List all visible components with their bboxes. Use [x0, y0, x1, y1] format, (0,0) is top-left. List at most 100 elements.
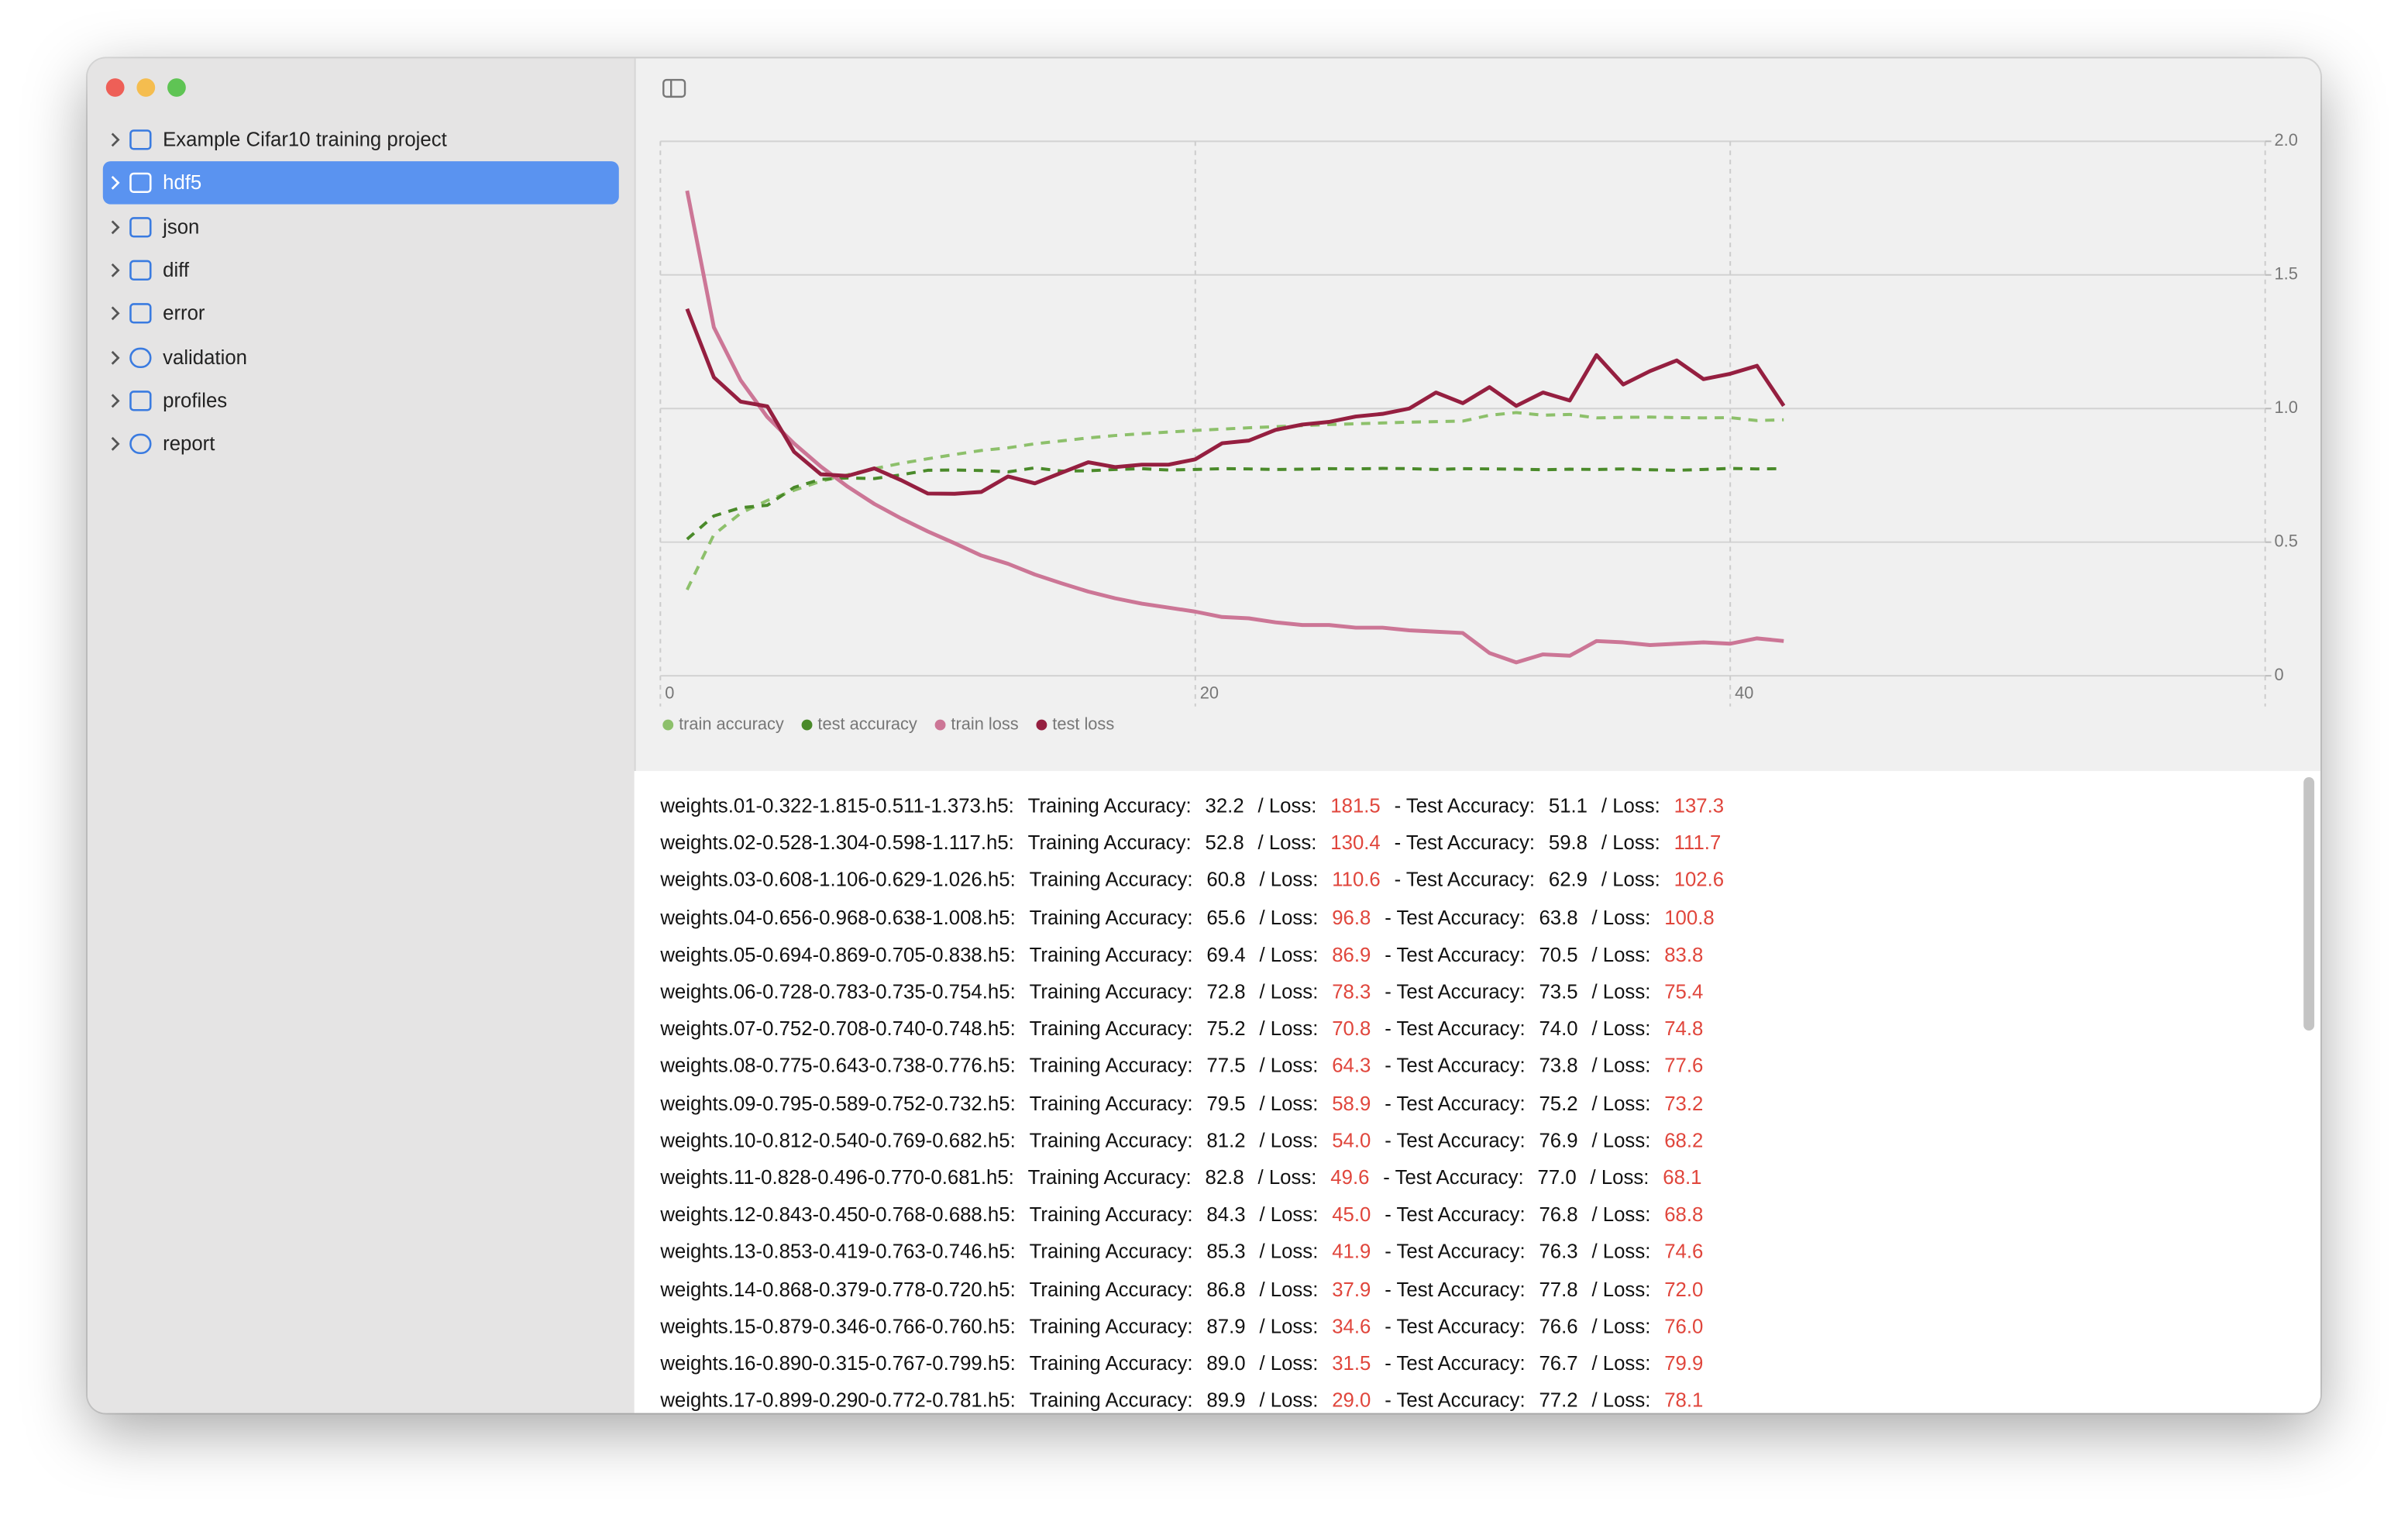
legend-label: train accuracy	[679, 714, 784, 733]
row-field: / Loss:	[1259, 1389, 1319, 1412]
x-tick-label: 20	[1200, 683, 1219, 703]
row-field: - Test Accuracy:	[1394, 793, 1536, 817]
row-field: 110.6	[1332, 868, 1381, 892]
sidebar-item[interactable]: profiles	[103, 379, 619, 422]
sidebar-item[interactable]: report	[103, 422, 619, 465]
row-field: - Test Accuracy:	[1385, 1314, 1526, 1338]
row-field: / Loss:	[1259, 868, 1319, 892]
sidebar: Example Cifar10 training project hdf5 json…	[87, 58, 636, 1413]
row-field: 37.9	[1332, 1277, 1371, 1301]
row-field: 77.8	[1539, 1277, 1578, 1301]
icon-shape	[129, 173, 152, 194]
row-field: / Loss:	[1259, 1277, 1319, 1301]
sidebar-toggle[interactable]	[662, 78, 686, 98]
row-field: / Loss:	[1601, 868, 1660, 892]
sidebar-item[interactable]: hdf5	[102, 161, 619, 205]
row-field: / Loss:	[1257, 1165, 1317, 1189]
row-field: / Loss:	[1259, 1314, 1319, 1338]
sidebar-item[interactable]: diff	[103, 249, 619, 291]
row-field: weights.01-0.322-1.815-0.511-1.373.h5:	[660, 793, 1014, 817]
row-field: / Loss:	[1259, 1017, 1319, 1041]
item-icon	[111, 260, 152, 280]
row-field: / Loss:	[1591, 1054, 1651, 1078]
row-field: Training Accuracy:	[1029, 942, 1193, 966]
row-field: / Loss:	[1591, 942, 1651, 966]
row-field: / Loss:	[1591, 1240, 1651, 1264]
sidebar-item[interactable]: error	[103, 292, 619, 335]
x-tick-label: 0	[665, 683, 674, 703]
series-line	[685, 190, 1784, 665]
row-field: 69.4	[1206, 942, 1246, 966]
row-field: 72.0	[1664, 1277, 1704, 1301]
row-field: / Loss:	[1259, 942, 1319, 966]
row-field: Training Accuracy:	[1029, 905, 1193, 929]
row-field: 29.0	[1332, 1389, 1371, 1412]
row-field: - Test Accuracy:	[1394, 831, 1536, 855]
result-row: weights.03-0.608-1.106-0.629-1.026.h5: Tr…	[660, 869, 1738, 892]
scrollbar[interactable]	[2303, 776, 2315, 1031]
row-field: 73.8	[1539, 1054, 1578, 1078]
result-row: weights.07-0.752-0.708-0.740-0.748.h5: Tr…	[660, 1017, 1717, 1041]
row-field: weights.07-0.752-0.708-0.740-0.748.h5:	[660, 1017, 1016, 1041]
result-row: weights.05-0.694-0.869-0.705-0.838.h5: Tr…	[660, 943, 1717, 966]
legend-label: test loss	[1052, 714, 1114, 733]
row-field: Training Accuracy:	[1029, 1389, 1193, 1412]
series-line	[686, 411, 1784, 590]
result-row: weights.16-0.890-0.315-0.767-0.799.h5: Tr…	[660, 1351, 1717, 1375]
row-field: weights.08-0.775-0.643-0.738-0.776.h5:	[660, 1054, 1016, 1078]
item-icon	[111, 433, 152, 455]
row-field: / Loss:	[1257, 793, 1317, 817]
minimize-button[interactable]	[136, 78, 156, 97]
row-field: Training Accuracy:	[1029, 1277, 1193, 1301]
row-field: Training Accuracy:	[1029, 1091, 1193, 1115]
row-field: 77.5	[1206, 1054, 1246, 1078]
item-label: json	[163, 214, 200, 238]
row-field: 41.9	[1332, 1240, 1371, 1264]
row-field: 181.5	[1330, 793, 1381, 817]
sidebar-item[interactable]: Example Cifar10 training project	[103, 119, 619, 161]
row-field: 60.8	[1206, 868, 1246, 892]
row-field: / Loss:	[1591, 1203, 1651, 1227]
row-field: 77.0	[1537, 1165, 1577, 1189]
icon-shape	[129, 303, 152, 324]
row-field: weights.17-0.899-0.290-0.772-0.781.h5:	[660, 1389, 1016, 1412]
row-field: weights.13-0.853-0.419-0.763-0.746.h5:	[660, 1240, 1016, 1264]
x-tick-label: 40	[1735, 683, 1753, 703]
row-field: / Loss:	[1259, 1128, 1319, 1152]
sidebar-item[interactable]: json	[103, 205, 619, 248]
row-field: Training Accuracy:	[1029, 1128, 1193, 1152]
item-label: hdf5	[163, 170, 202, 194]
row-field: 74.0	[1539, 1017, 1578, 1041]
row-field: 63.8	[1539, 905, 1578, 929]
item-icon	[111, 129, 152, 150]
result-row: weights.06-0.728-0.783-0.735-0.754.h5: Tr…	[660, 980, 1717, 1003]
disclosure-chevron	[111, 219, 120, 234]
icon-shape	[129, 390, 152, 411]
row-field: 102.6	[1674, 868, 1725, 892]
close-button[interactable]	[105, 78, 125, 97]
row-field: - Test Accuracy:	[1385, 905, 1526, 929]
row-field: 74.8	[1664, 1017, 1704, 1041]
zoom-button[interactable]	[167, 78, 186, 97]
item-label: diff	[163, 257, 190, 281]
result-row: weights.13-0.853-0.419-0.763-0.746.h5: Tr…	[660, 1240, 1717, 1263]
row-field: Training Accuracy:	[1029, 1054, 1193, 1078]
result-row: weights.14-0.868-0.379-0.778-0.720.h5: Tr…	[660, 1277, 1717, 1300]
row-field: - Test Accuracy:	[1394, 868, 1536, 892]
row-field: weights.16-0.890-0.315-0.767-0.799.h5:	[660, 1351, 1016, 1375]
result-row: weights.17-0.899-0.290-0.772-0.781.h5: Tr…	[660, 1389, 1717, 1412]
row-field: / Loss:	[1591, 1017, 1651, 1041]
row-field: / Loss:	[1590, 1165, 1649, 1189]
sidebar-item[interactable]: validation	[103, 336, 619, 378]
row-field: 72.8	[1206, 979, 1246, 1003]
row-field: Training Accuracy:	[1029, 868, 1193, 892]
row-field: 58.9	[1332, 1091, 1371, 1115]
row-field: 76.6	[1539, 1314, 1578, 1338]
item-label: error	[163, 301, 205, 325]
row-field: / Loss:	[1591, 1091, 1651, 1115]
legend-swatch	[801, 719, 813, 731]
row-field: 70.8	[1332, 1017, 1371, 1041]
row-field: / Loss:	[1259, 1054, 1319, 1078]
row-field: - Test Accuracy:	[1385, 1351, 1526, 1375]
